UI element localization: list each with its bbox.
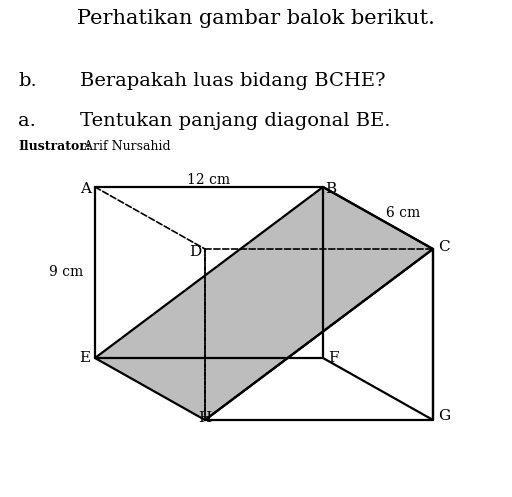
Text: Perhatikan gambar balok berikut.: Perhatikan gambar balok berikut.	[77, 9, 435, 28]
Text: Ilustrator:: Ilustrator:	[18, 140, 91, 153]
Text: 6 cm: 6 cm	[386, 206, 420, 220]
Text: b.: b.	[18, 72, 37, 90]
Text: Berapakah luas bidang BCHE?: Berapakah luas bidang BCHE?	[80, 72, 386, 90]
Text: H: H	[198, 411, 211, 425]
Polygon shape	[95, 187, 433, 420]
Text: 12 cm: 12 cm	[187, 173, 230, 187]
Text: Tentukan panjang diagonal BE.: Tentukan panjang diagonal BE.	[80, 112, 391, 130]
Text: F: F	[328, 351, 338, 365]
Text: B: B	[325, 182, 336, 196]
Text: G: G	[438, 409, 450, 423]
Text: A: A	[80, 182, 91, 196]
Text: C: C	[438, 240, 450, 254]
Text: E: E	[79, 351, 90, 365]
Text: Arif Nursahid: Arif Nursahid	[80, 140, 170, 153]
Text: D: D	[189, 245, 201, 259]
Text: 9 cm: 9 cm	[49, 265, 83, 279]
Text: a.: a.	[18, 112, 36, 130]
